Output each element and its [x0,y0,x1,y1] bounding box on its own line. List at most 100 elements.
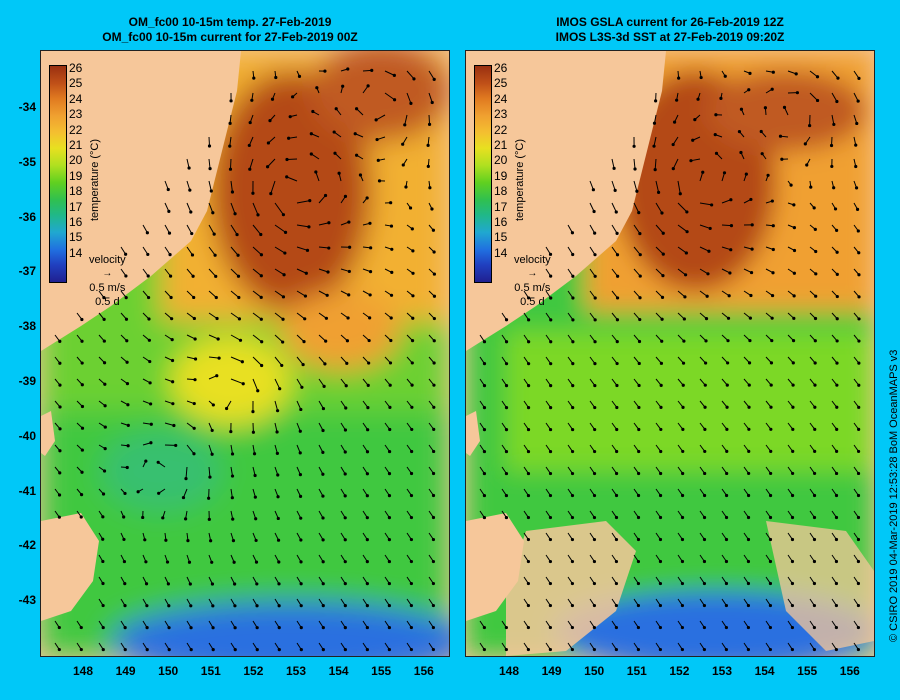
current-arrow-head [298,429,302,433]
current-arrow-head [681,471,685,476]
current-arrow-head [815,75,820,79]
current-arrow-head [592,209,596,214]
current-arrow-head [632,144,636,148]
current-arrow-head [387,516,392,520]
current-arrow-head [504,515,509,520]
current-arrow-head [685,210,689,214]
current-arrow-head [636,515,641,520]
current-arrow-head [276,473,280,477]
current-arrow-head [637,383,641,388]
velocity-legend-label: velocity [89,254,126,266]
current-arrow-head [388,427,392,432]
current-arrow-head [285,175,289,179]
current-arrow-head [675,98,679,102]
current-arrow-head [337,171,341,175]
colorbar-tick-label: 17 [494,199,508,214]
current-arrow-head [214,295,218,300]
current-arrow-head [724,647,728,652]
current-arrow-head [191,274,195,278]
current-arrow-head [728,271,732,275]
current-arrow-head [702,537,707,542]
current-arrow-head [124,317,129,321]
right-map-svg [466,51,874,656]
current-arrow-head [347,220,351,224]
current-arrow-head [389,201,393,205]
current-arrow-head [79,493,84,497]
current-arrow-head [168,253,172,257]
latitude-label: -35 [18,154,36,169]
colorbar-tick-label: 24 [69,91,83,106]
current-vectors [54,67,437,652]
current-arrow-head [169,295,173,300]
current-arrow-head [548,449,553,454]
current-arrow-head [387,581,391,586]
current-arrow-head [365,625,369,630]
current-arrow-head [790,581,795,586]
current-arrow-head [210,428,214,433]
current-arrow-head [211,403,215,407]
current-arrow [318,222,330,226]
current-arrow-head [658,493,663,498]
current-arrow-head [277,604,281,608]
current-arrow-head [834,647,838,652]
current-arrow-head [658,647,662,652]
current-arrow-head [548,252,553,256]
current-arrow-head [366,406,370,410]
current-arrow-head [708,226,712,231]
current-arrow-head [707,249,711,253]
current-arrow-head [592,647,596,652]
current-arrow-head [737,129,742,134]
current-arrow-head [146,295,151,300]
current-arrow [274,378,281,389]
current-arrow-head [256,213,260,217]
current-arrow-head [812,581,817,586]
current-arrow-head [637,405,641,410]
current-arrow-head [704,339,708,343]
current-arrow-head [750,247,754,251]
current-arrow-head [236,274,241,278]
current-arrow-head [789,183,793,187]
current-arrow-head [334,107,338,111]
current-arrow-head [366,428,370,432]
current-arrow-head [504,427,509,432]
longitude-label: 154 [328,664,349,678]
current-arrow-head [768,559,773,564]
current-arrow-head [504,471,509,476]
colorbar-tick-label: 16 [69,215,83,230]
current-arrow-head [255,604,259,608]
current-arrow-head [504,647,508,652]
current-arrow-head [174,443,178,448]
current-arrow-head [79,625,83,630]
current-arrow-head [854,164,858,169]
current-arrow-head [255,582,259,586]
current-arrow [633,224,641,234]
current-arrow-head [192,316,196,321]
current-arrow-head [260,340,264,344]
current-arrow-head [592,559,597,564]
current-arrow-head [171,380,175,384]
current-arrow-head [681,383,685,387]
current-arrow-head [79,647,83,652]
colorbar-ticks: 26 25 24 23 22 21 20 19 18 17 16 15 14 [69,61,82,283]
latitude-label: -42 [18,538,36,553]
current-arrow-head [855,121,859,126]
current-arrow-head [233,626,237,630]
cloud-gap [506,521,636,656]
velocity-legend-label: velocity [514,254,551,266]
current-arrow-head [724,603,729,608]
current-arrow-head [549,296,553,300]
current-arrow [296,246,308,251]
current-arrow-head [616,274,620,278]
current-arrow-head [835,99,839,104]
current-arrow [318,195,326,204]
current-arrow-head [750,223,754,227]
current-arrow-head [766,173,770,177]
current-arrow [286,176,298,182]
current-arrow-head [341,84,345,88]
current-arrow-head [571,274,575,278]
latitude-label: -34 [18,100,36,114]
latitude-label: -38 [18,319,36,334]
current-arrow-head [763,106,767,110]
current-arrow-head [103,404,107,408]
current-arrow-head [548,515,553,520]
